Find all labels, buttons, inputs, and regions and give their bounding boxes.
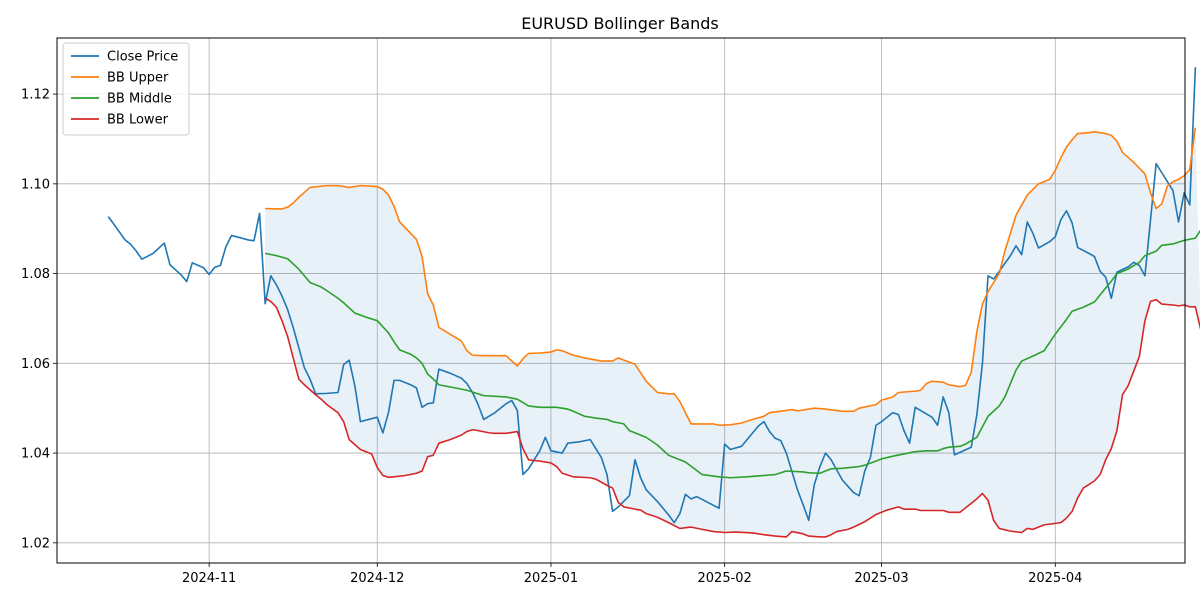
legend-label-bb-middle: BB Middle bbox=[107, 92, 172, 107]
series-line-bb-lower bbox=[264, 297, 1200, 538]
series-line-bb-upper bbox=[265, 127, 1197, 427]
y-tick-label: 1.02 bbox=[21, 536, 50, 551]
legend-label-bb-upper: BB Upper bbox=[107, 71, 169, 86]
series-line-close-price bbox=[107, 67, 1197, 524]
y-tick-label: 1.06 bbox=[21, 357, 50, 372]
y-tick-label: 1.08 bbox=[21, 267, 50, 282]
legend: Close Price BB Upper BB Middle BB Lower bbox=[62, 42, 190, 136]
chart-title: EURUSD Bollinger Bands bbox=[521, 14, 719, 33]
plot-frame bbox=[56, 37, 1186, 564]
x-tick-label: 2024-11 bbox=[182, 571, 236, 586]
legend-label-bb-lower: BB Lower bbox=[107, 113, 169, 128]
y-tick-label: 1.10 bbox=[21, 177, 50, 192]
x-tick-label: 2024-12 bbox=[350, 571, 404, 586]
x-tick-label: 2025-03 bbox=[854, 571, 908, 586]
y-tick-label: 1.04 bbox=[21, 447, 50, 462]
legend-box bbox=[62, 42, 190, 136]
series-lines bbox=[107, 67, 1200, 538]
band-fill bbox=[265, 127, 1200, 537]
x-axis: 2024-11 2024-12 2025-01 2025-02 2025-03 2025-… bbox=[182, 563, 1082, 586]
x-tick-label: 2025-02 bbox=[698, 571, 752, 586]
y-tick-label: 1.12 bbox=[21, 88, 50, 103]
bollinger-band-area bbox=[265, 127, 1200, 537]
x-tick-label: 2025-01 bbox=[524, 571, 578, 586]
x-tick-label: 2025-04 bbox=[1028, 571, 1082, 586]
legend-label-close-price: Close Price bbox=[107, 50, 178, 65]
y-axis: 1.02 1.04 1.06 1.08 1.10 1.12 bbox=[21, 88, 57, 551]
series-line-bb-middle bbox=[265, 229, 1200, 479]
